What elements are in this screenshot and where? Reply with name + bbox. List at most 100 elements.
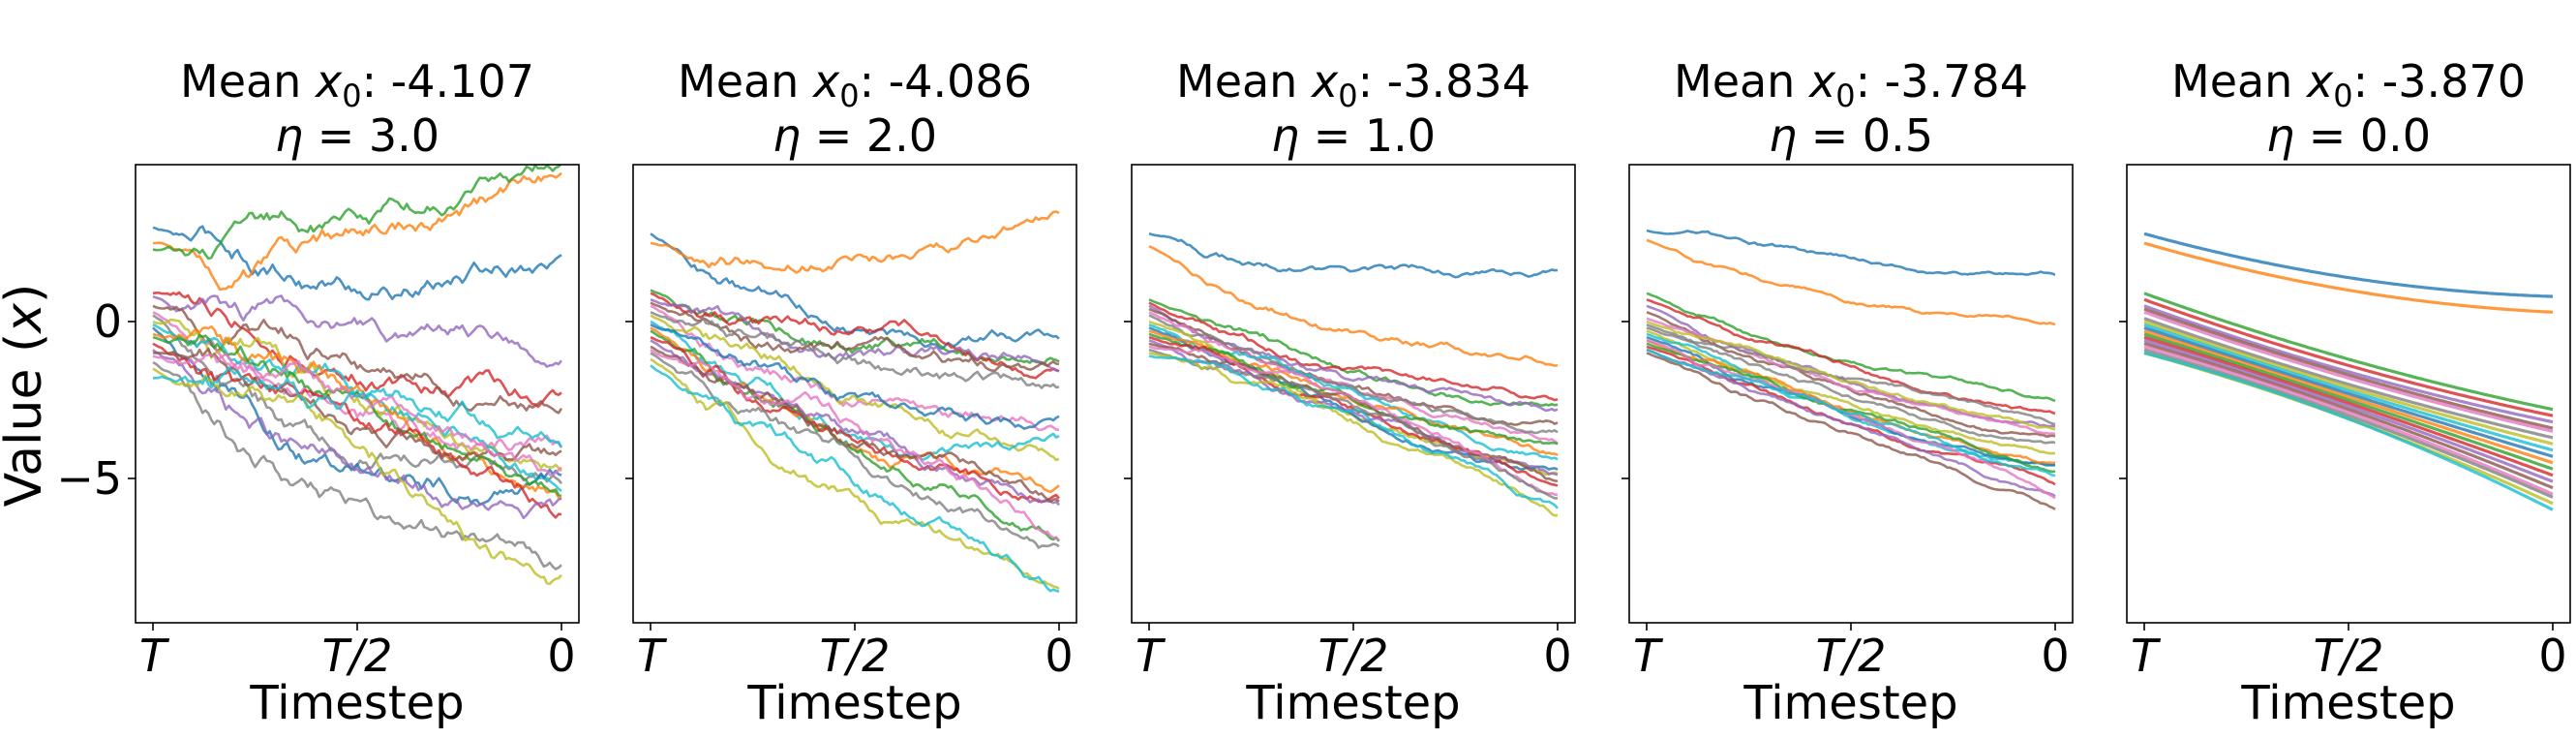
series-line-5 (152, 294, 562, 368)
mean-var: x (1807, 55, 1836, 108)
mean-subscript: 0 (342, 77, 361, 114)
eta-equals: = (1797, 109, 1863, 162)
series-line-15 (1646, 348, 2056, 498)
eta-symbol: η (773, 109, 801, 162)
panel-title-mean: Mean x0: -3.834 (1176, 55, 1530, 114)
x-axis-label: Timestep (2240, 676, 2455, 730)
mean-subscript: 0 (1835, 77, 1855, 114)
mean-var: x (314, 55, 343, 108)
series-line-14 (152, 342, 562, 519)
series-line-15 (650, 339, 1060, 507)
series-line-1 (1148, 232, 1559, 279)
x-axis-label: Timestep (1245, 676, 1460, 730)
series-line-14 (650, 336, 1060, 504)
series-line-11 (2143, 325, 2554, 458)
series-line-17 (650, 349, 1060, 541)
series-line-10 (152, 323, 562, 493)
y-axis-label-suffix: ) (0, 284, 53, 303)
x-tick-label: 0 (547, 630, 575, 682)
mean-var: x (1310, 55, 1339, 108)
series-group (1646, 229, 2056, 510)
panel-title-eta: η = 3.0 (275, 109, 439, 162)
series-line-19 (1148, 352, 1559, 517)
eta-symbol: η (275, 109, 303, 162)
series-line-2 (2143, 241, 2554, 314)
eta-equals: = (801, 109, 866, 162)
series-line-8 (1646, 323, 2056, 445)
panel-title-eta: η = 1.0 (1271, 109, 1436, 162)
series-line-13 (650, 329, 1061, 542)
series-line-5 (650, 298, 1060, 373)
x-axis-label: Timestep (1743, 676, 1957, 730)
series-line-13 (152, 333, 562, 498)
series-line-7 (650, 304, 1060, 432)
series-line-20 (650, 364, 1060, 594)
series-line-13 (2143, 332, 2554, 471)
series-line-18 (1646, 326, 2056, 426)
mean-label: Mean (678, 55, 813, 108)
mean-value: : -4.107 (362, 55, 534, 108)
eta-symbol: η (1769, 109, 1797, 162)
panel-title-mean: Mean x0: -3.870 (2171, 55, 2526, 114)
series-line-1 (650, 232, 1060, 351)
eta-symbol: η (1271, 109, 1299, 162)
series-line-20 (1148, 354, 1559, 509)
series-line-3 (152, 165, 562, 261)
x-tick-label: 0 (1045, 630, 1073, 682)
mean-label: Mean (2171, 55, 2307, 108)
x-tick-label: T (139, 630, 170, 682)
x-tick-label: 0 (2538, 630, 2566, 682)
series-line-18 (2143, 348, 2554, 499)
eta-value: 0.5 (1863, 109, 1933, 162)
series-line-10 (2143, 323, 2554, 452)
eta-value: 3.0 (369, 109, 439, 162)
series-line-18 (1148, 348, 1558, 500)
mean-subscript: 0 (839, 77, 859, 114)
series-line-11 (1646, 335, 2055, 467)
series-line-19 (1646, 320, 2056, 431)
series-line-11 (650, 323, 1060, 430)
mean-label: Mean (1176, 55, 1312, 108)
panel-title-mean: Mean x0: -4.086 (678, 55, 1032, 114)
series-line-6 (2143, 307, 2554, 430)
mean-var: x (2305, 55, 2334, 108)
series-line-2 (650, 210, 1060, 274)
axes-frame (1131, 164, 1576, 624)
series-line-20 (153, 366, 563, 448)
x-tick-label: T (637, 630, 668, 682)
series-line-1 (2143, 231, 2554, 298)
eta-value: 1.0 (1365, 109, 1436, 162)
eta-value: 0.0 (2360, 109, 2431, 162)
series-line-14 (2143, 335, 2554, 477)
series-line-17 (1646, 339, 2056, 500)
x-tick-label: T/2 (1318, 630, 1389, 682)
series-line-4 (1646, 298, 2056, 416)
series-line-16 (650, 345, 1060, 504)
series-line-2 (1148, 245, 1559, 367)
series-group (2143, 231, 2554, 511)
mean-label: Mean (180, 55, 316, 108)
mean-value: : -3.784 (1856, 55, 2028, 108)
series-line-7 (2143, 310, 2554, 433)
mean-value: : -3.870 (2353, 55, 2526, 108)
mean-value: : -3.834 (1358, 55, 1530, 108)
panel-title-eta: η = 0.0 (2266, 109, 2431, 162)
mean-value: : -4.086 (860, 55, 1032, 108)
x-tick-label: T (2131, 630, 2162, 682)
x-tick-label: 0 (1543, 630, 1571, 682)
series-line-1 (1646, 229, 2056, 276)
x-tick-label: T/2 (820, 630, 891, 682)
series-line-17 (2143, 345, 2554, 496)
x-tick-label: T/2 (2314, 630, 2384, 682)
series-line-3 (1646, 292, 2056, 403)
series-line-11 (152, 326, 562, 507)
series-line-3 (2143, 292, 2554, 412)
mean-subscript: 0 (1338, 77, 1357, 114)
